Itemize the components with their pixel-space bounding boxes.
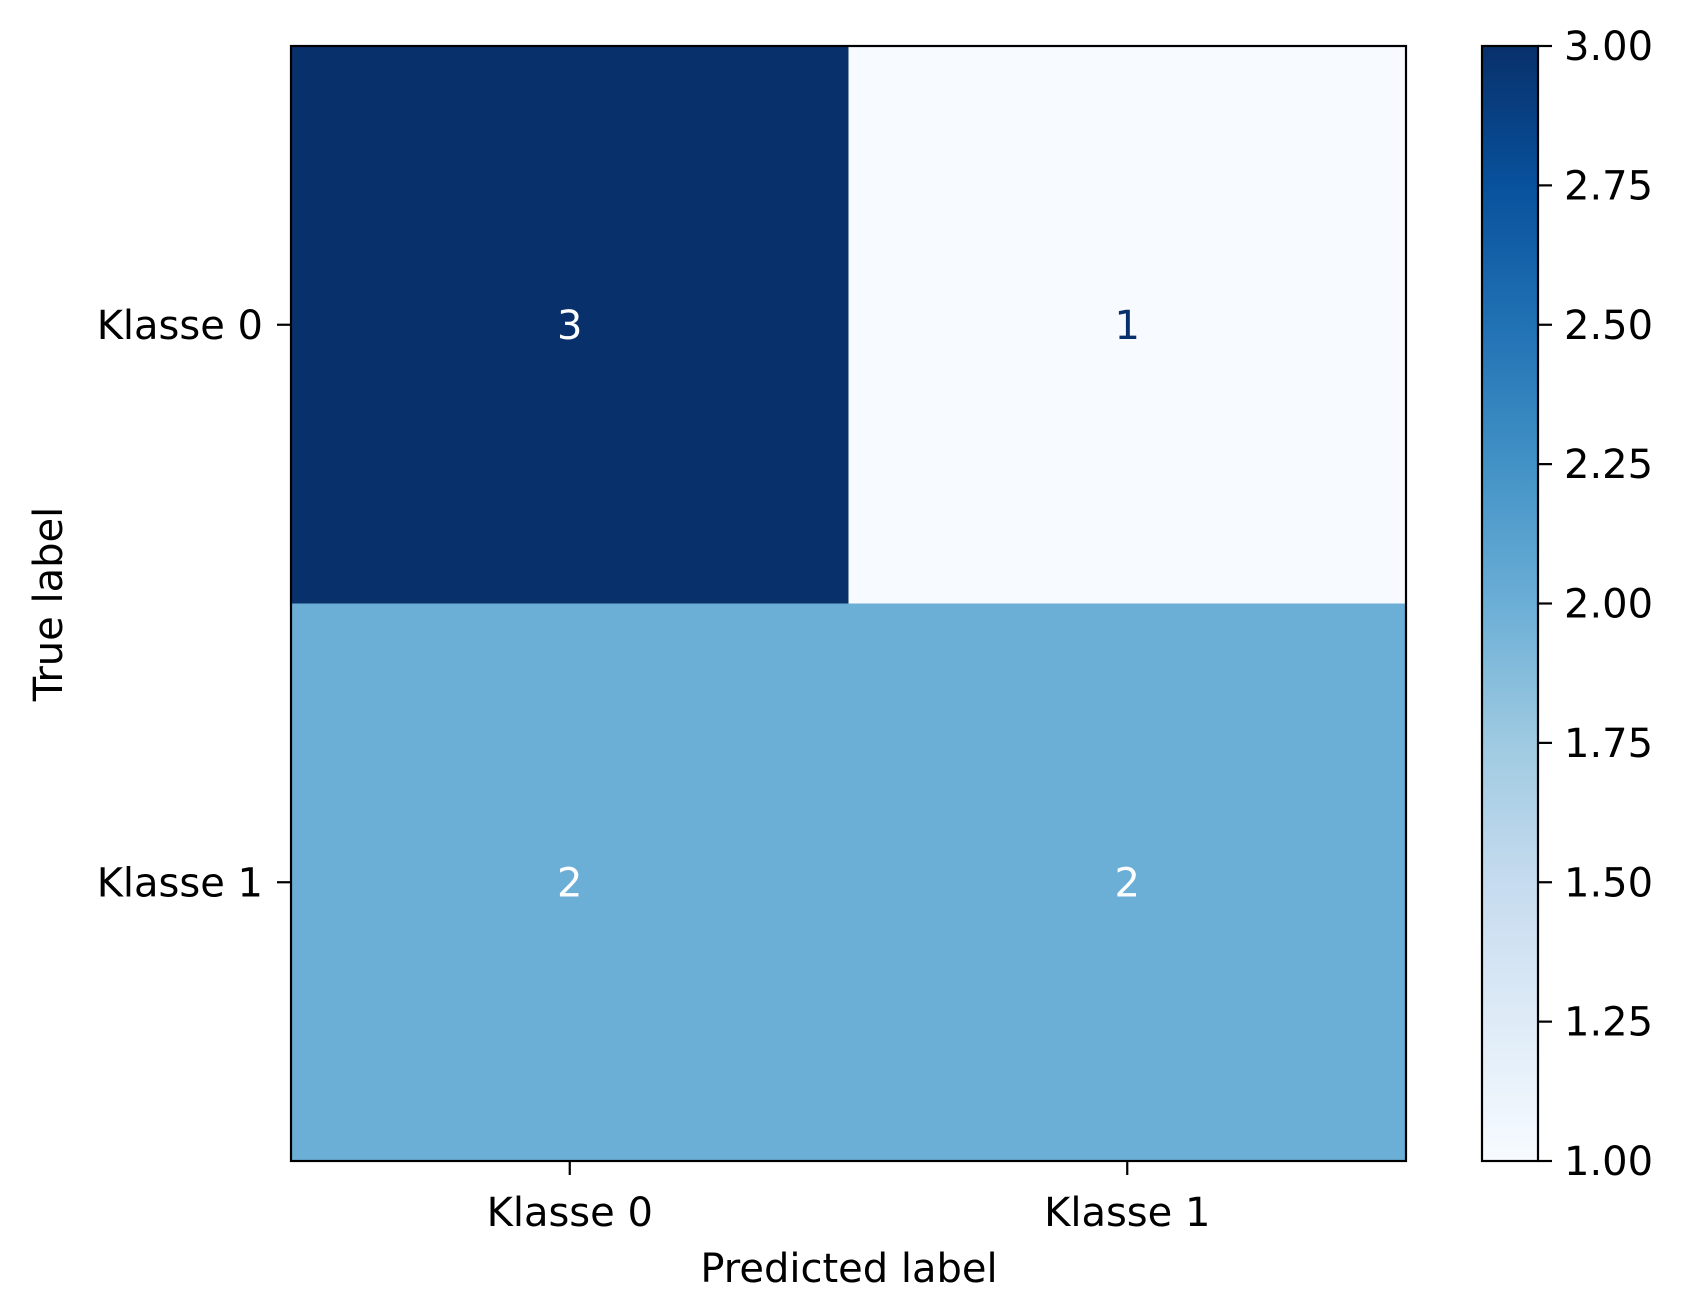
heatmap-cell <box>848 46 1407 604</box>
x-axis-ticks: Klasse 0 Klasse 1 <box>487 1161 1210 1236</box>
cell-value-label: 2 <box>557 860 582 906</box>
colorbar-tick-label: 1.50 <box>1564 860 1653 906</box>
cell-value-labels: 3 1 2 2 <box>557 303 1140 907</box>
colorbar-tick-label: 1.25 <box>1564 1000 1653 1046</box>
x-axis-title: Predicted label <box>700 1246 997 1292</box>
colorbar <box>1480 44 1540 1163</box>
colorbar-tick-label: 2.00 <box>1564 582 1653 628</box>
colorbar-tick-label: 2.25 <box>1564 442 1653 488</box>
x-tick-label: Klasse 0 <box>487 1190 653 1236</box>
colorbar-ticks: 1.00 1.25 1.50 1.75 2.00 2.25 2.50 2.75 3.00 <box>1538 24 1653 1185</box>
y-tick-label: Klasse 1 <box>97 860 263 906</box>
plot-frame <box>289 44 1408 1163</box>
colorbar-tick-label: 3.00 <box>1564 24 1653 70</box>
x-tick-label: Klasse 1 <box>1044 1190 1210 1236</box>
y-axis-title: True label <box>26 507 72 702</box>
y-tick-label: Klasse 0 <box>97 303 263 349</box>
heatmap-cell <box>291 46 849 604</box>
heatmap-cell <box>848 603 1407 1162</box>
colorbar-tick-label: 1.00 <box>1564 1139 1653 1185</box>
colorbar-tick-label: 1.75 <box>1564 721 1653 767</box>
heatmap-cell <box>291 603 849 1162</box>
cell-value-label: 2 <box>1115 860 1140 906</box>
colorbar-tick-label: 2.75 <box>1564 163 1653 209</box>
colorbar-tick-label: 2.50 <box>1564 303 1653 349</box>
heatmap-cells <box>291 46 1407 1162</box>
cell-value-label: 1 <box>1115 303 1140 349</box>
cell-value-label: 3 <box>557 303 582 349</box>
y-axis-ticks: Klasse 0 Klasse 1 <box>97 303 291 906</box>
